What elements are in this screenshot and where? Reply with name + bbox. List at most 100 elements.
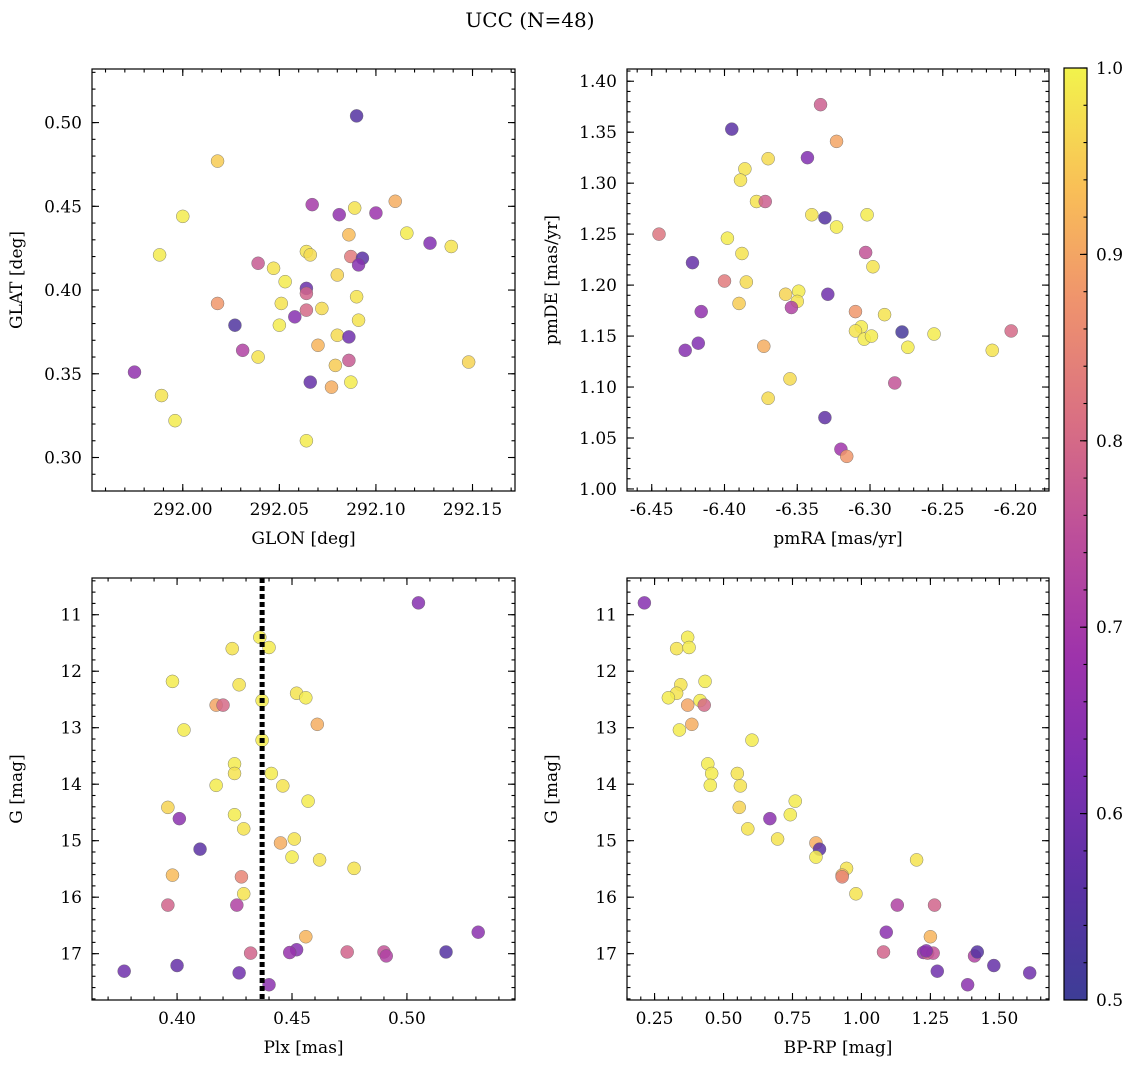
y-tick-label: 17 [60,945,82,965]
data-point [251,350,265,364]
data-point [273,836,288,850]
data-point [288,310,302,324]
y-tick-label: 0.50 [44,114,82,134]
points [127,109,476,448]
data-point [266,261,281,275]
data-point [283,945,297,960]
data-point [732,296,746,311]
data-point [652,227,666,241]
data-point [890,898,905,912]
y-tick-label: 1.40 [579,72,617,92]
data-point [783,372,797,386]
data-point [168,413,182,428]
data-point [301,794,315,808]
y-tick-label: 1.10 [579,378,617,398]
data-point [227,766,242,781]
x-axis-label: GLON [deg] [251,529,355,549]
x-tick-label: 0.50 [388,1009,426,1029]
data-point [923,930,938,944]
data-point [193,842,207,856]
data-point [347,861,361,876]
data-point [349,109,364,123]
data-point [1022,966,1037,980]
data-point [1004,324,1018,338]
x-tick-label: 0.50 [705,1009,743,1029]
data-point [439,945,453,959]
data-point [328,358,343,373]
axes-frame [626,68,1050,492]
data-point [685,717,699,732]
points [652,97,1018,464]
data-point [161,898,175,912]
data-point [444,239,458,254]
data-point [685,255,700,270]
data-point [342,353,356,368]
data-point [127,365,142,379]
data-point [165,674,180,689]
y-tick-label: 1.00 [579,480,617,500]
data-point [927,327,941,341]
data-point [730,766,745,781]
data-point [888,376,902,390]
data-point [210,296,225,311]
x-tick-label: -6.45 [630,500,674,520]
x-axis-label: pmRA [mas/yr] [773,529,902,549]
data-point [818,211,832,225]
data-point [970,945,984,959]
data-point [732,800,746,815]
data-point [400,226,414,240]
x-tick-label: 292.05 [250,500,309,520]
data-point [876,945,891,959]
data-point [678,343,692,358]
y-tick-label: 16 [60,888,82,908]
data-point [637,596,652,610]
y-tick-label: 0.35 [44,365,82,385]
data-point [761,391,775,405]
data-point [303,248,317,262]
data-point [985,343,999,358]
y-tick-label: 12 [60,662,82,682]
axes-frame [91,68,516,492]
data-point [342,228,356,242]
data-point [379,949,393,963]
x-axis-label: Plx [mas] [263,1038,343,1058]
data-point [117,964,131,978]
data-point [733,779,748,793]
data-point [848,324,863,338]
y-tick-label: 1.15 [579,327,617,347]
data-point [230,898,244,912]
panels: 292.00 292.05 292.10 292.15 0.30 0.35 0.40 0.45… [7,68,1050,1058]
data-point [235,343,250,358]
data-point [234,870,249,884]
data-point [251,256,265,270]
data-point [739,275,754,289]
data-point [330,328,345,342]
data-point [423,236,437,250]
data-point [669,641,684,656]
y-tick-label: 11 [60,606,82,626]
data-point [829,134,844,149]
y-tick-label: 12 [595,662,617,682]
data-point [351,258,366,272]
y-tick-label: 1.25 [579,225,617,245]
data-point [228,318,242,332]
data-point [347,201,362,215]
data-point [829,220,844,234]
data-point [262,978,276,992]
data-point [324,380,339,394]
data-point [209,778,223,793]
data-point [351,313,366,327]
data-point [243,946,258,960]
data-point [299,930,313,944]
data-point [725,122,739,136]
data-point [697,698,711,712]
data-point [411,596,426,610]
data-point [901,340,915,354]
data-point [342,330,356,344]
points [117,596,485,992]
data-point [680,698,695,712]
y-tick-label: 13 [60,719,82,739]
data-point [303,375,317,389]
data-point [788,794,802,808]
y-tick-label: 1.30 [579,174,617,194]
